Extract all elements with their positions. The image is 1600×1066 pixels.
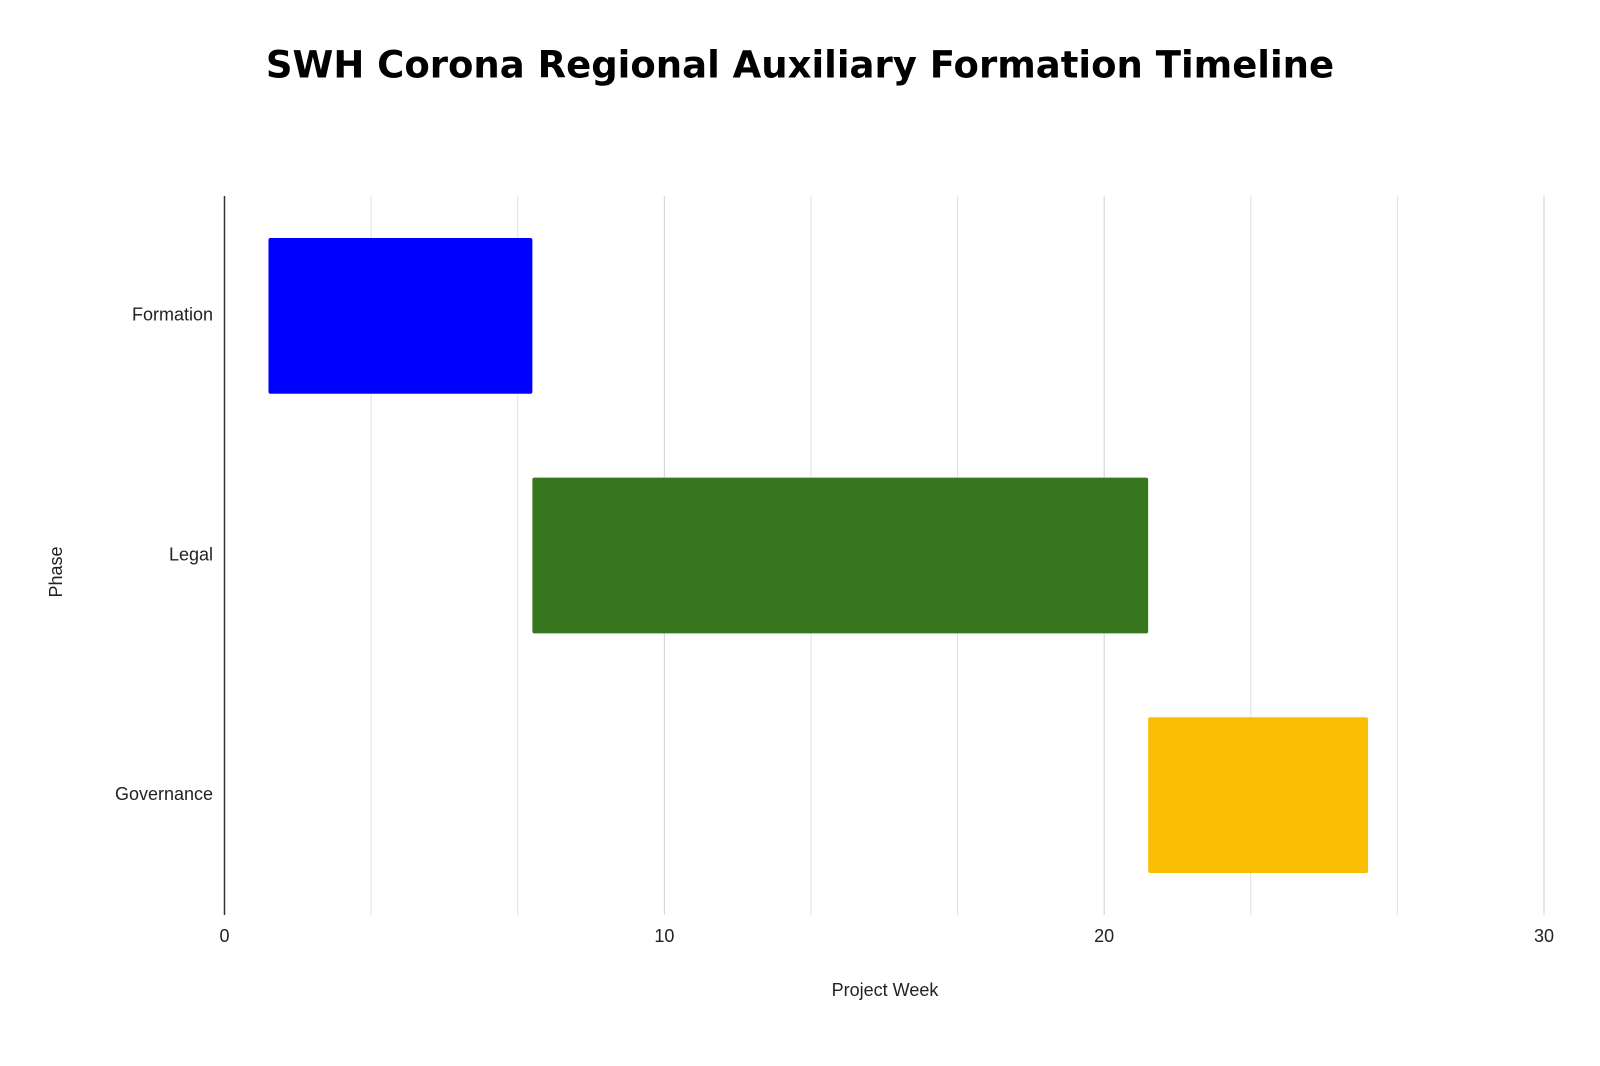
x-axis-title: Project Week — [832, 980, 940, 1000]
bar — [1148, 717, 1369, 874]
x-tick-label: 10 — [654, 926, 674, 946]
bar — [532, 477, 1149, 634]
y-tick-label: Formation — [132, 305, 213, 325]
bar — [268, 237, 533, 394]
y-tick-label: Legal — [169, 544, 213, 564]
y-tick-label: Governance — [115, 784, 213, 804]
x-tick-label: 20 — [1094, 926, 1114, 946]
x-tick-label: 0 — [219, 926, 229, 946]
x-tick-label: 30 — [1534, 926, 1554, 946]
chart-title: SWH Corona Regional Auxiliary Formation … — [266, 44, 1334, 87]
y-axis-title: Phase — [46, 546, 66, 597]
